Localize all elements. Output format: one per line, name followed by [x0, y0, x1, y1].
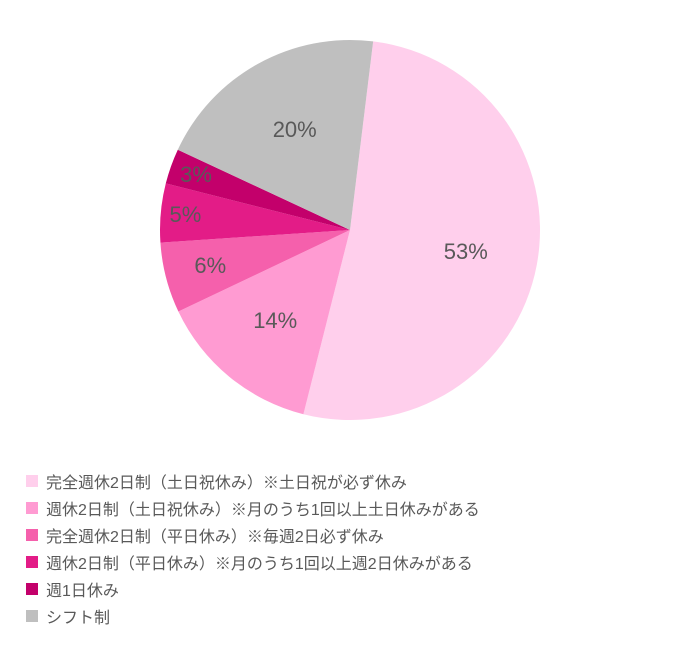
legend-text-0: 完全週休2日制（土日祝休み）※土日祝が必ず休み	[46, 469, 407, 493]
legend-item-4: 週1日休み	[26, 577, 480, 601]
slice-label-2: 6%	[194, 253, 226, 279]
legend-text-5: シフト制	[46, 604, 110, 628]
legend-item-1: 週休2日制（土日祝休み）※月のうち1回以上土日休みがある	[26, 496, 480, 520]
slice-label-1: 14%	[253, 308, 297, 334]
legend-swatch-2	[26, 529, 38, 541]
legend: 完全週休2日制（土日祝休み）※土日祝が必ず休み週休2日制（土日祝休み）※月のうち…	[20, 466, 480, 631]
pie-chart-container: 53%14%6%5%3%20% 完全週休2日制（土日祝休み）※土日祝が必ず休み週…	[20, 20, 680, 631]
legend-text-4: 週1日休み	[46, 577, 119, 601]
legend-text-3: 週休2日制（平日休み）※月のうち1回以上週2日休みがある	[46, 550, 473, 574]
legend-swatch-3	[26, 556, 38, 568]
slice-label-3: 5%	[169, 202, 201, 228]
legend-item-0: 完全週休2日制（土日祝休み）※土日祝が必ず休み	[26, 469, 480, 493]
legend-swatch-5	[26, 610, 38, 622]
pie-chart: 53% 14% 6% 5% 3% 20%	[140, 20, 560, 440]
legend-text-1: 週休2日制（土日祝休み）※月のうち1回以上土日休みがある	[46, 496, 480, 520]
legend-text-2: 完全週休2日制（平日休み）※毎週2日必ず休み	[46, 523, 384, 547]
legend-item-2: 完全週休2日制（平日休み）※毎週2日必ず休み	[26, 523, 480, 547]
pie-svg	[140, 20, 560, 440]
legend-swatch-4	[26, 583, 38, 595]
legend-swatch-0	[26, 475, 38, 487]
slice-label-5: 20%	[273, 117, 317, 143]
slice-label-0: 53%	[444, 239, 488, 265]
slice-label-4: 3%	[180, 162, 212, 188]
legend-item-5: シフト制	[26, 604, 480, 628]
legend-item-3: 週休2日制（平日休み）※月のうち1回以上週2日休みがある	[26, 550, 480, 574]
legend-swatch-1	[26, 502, 38, 514]
